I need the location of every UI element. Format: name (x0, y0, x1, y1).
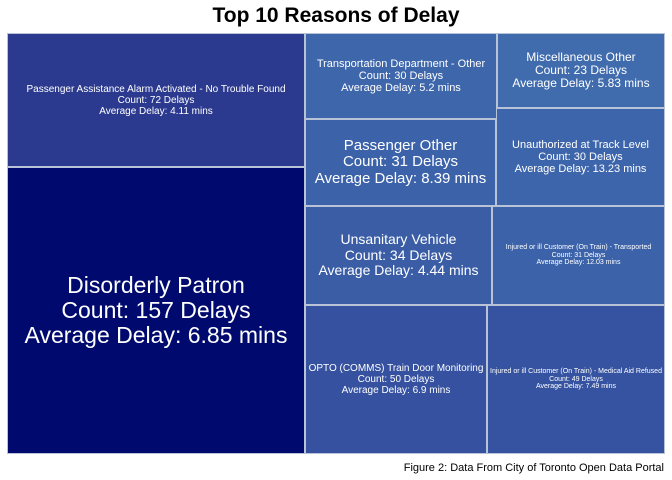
treemap-tile: Unsanitary Vehicle Count: 34 Delays Averag… (305, 206, 492, 305)
chart-title: Top 10 Reasons of Delay (212, 4, 460, 27)
tile-count-label: Count: 31 Delays (342, 153, 459, 171)
treemap-tile: Unauthorized at Track Level Count: 30 Del… (496, 108, 665, 206)
tile-count-label: Count: 30 Delays (538, 150, 623, 163)
tile-average-delay-label: Average Delay: 5.83 mins (512, 76, 650, 91)
tile-name-label: Transportation Department - Other (316, 57, 486, 70)
tile-average-delay-label: Average Delay: 8.39 mins (314, 169, 487, 187)
treemap-tile: OPTO (COMMS) Train Door Monitoring Count:… (305, 305, 487, 454)
treemap-tile: Miscellaneous Other Count: 23 Delays Avera… (497, 33, 665, 108)
treemap-tile: Passenger Other Count: 31 Delays Average D… (305, 119, 496, 206)
tile-count-label: Count: 34 Delays (344, 246, 453, 263)
tile-count-label: Count: 49 Delays (549, 375, 603, 383)
tile-name-label: Disorderly Patron (67, 271, 245, 298)
tile-name-label: Passenger Other (343, 136, 458, 154)
tile-name-label: Unauthorized at Track Level (512, 138, 649, 151)
tile-average-delay-label: Average Delay: 12.03 mins (536, 259, 621, 267)
tile-count-label: Count: 31 Delays (551, 251, 606, 259)
tile-count-label: Count: 157 Delays (61, 296, 251, 323)
tile-average-delay-label: Average Delay: 4.11 mins (99, 105, 213, 117)
tile-average-delay-label: Average Delay: 4.44 mins (318, 262, 479, 279)
tile-name-label: Passenger Assistance Alarm Activated - N… (26, 83, 286, 95)
tile-name-label: OPTO (COMMS) Train Door Monitoring (308, 363, 484, 374)
treemap-tile: Transportation Department - Other Count: … (305, 33, 497, 119)
tile-count-label: Count: 50 Delays (357, 374, 435, 385)
chart-caption: Figure 2: Data From City of Toronto Open… (403, 462, 664, 474)
tile-average-delay-label: Average Delay: 5.2 mins (341, 82, 461, 95)
treemap-tile: Disorderly Patron Count: 157 Delays Averag… (7, 167, 305, 454)
tile-count-label: Count: 72 Delays (117, 94, 195, 106)
treemap-tile: Passenger Assistance Alarm Activated - N… (7, 33, 305, 167)
tile-average-delay-label: Average Delay: 13.23 mins (514, 163, 647, 176)
tile-count-label: Count: 30 Delays (358, 69, 444, 82)
tile-average-delay-label: Average Delay: 6.9 mins (341, 385, 451, 396)
tile-average-delay-label: Average Delay: 7.49 mins (535, 383, 617, 391)
tile-name-label: Injured or ill Customer (On Train) - Tra… (505, 243, 652, 251)
tile-average-delay-label: Average Delay: 6.85 mins (24, 322, 288, 349)
treemap-tile: Injured or ill Customer (On Train) - Tra… (492, 206, 665, 305)
tile-count-label: Count: 23 Delays (534, 62, 628, 77)
tile-name-label: Injured or ill Customer (On Train) - Med… (490, 367, 662, 375)
tile-name-label: Unsanitary Vehicle (340, 231, 457, 248)
tile-name-label: Miscellaneous Other (526, 49, 636, 64)
treemap: Disorderly Patron Count: 157 Delays Averag… (7, 33, 665, 454)
treemap-tile: Injured or ill Customer (On Train) - Med… (487, 305, 665, 454)
